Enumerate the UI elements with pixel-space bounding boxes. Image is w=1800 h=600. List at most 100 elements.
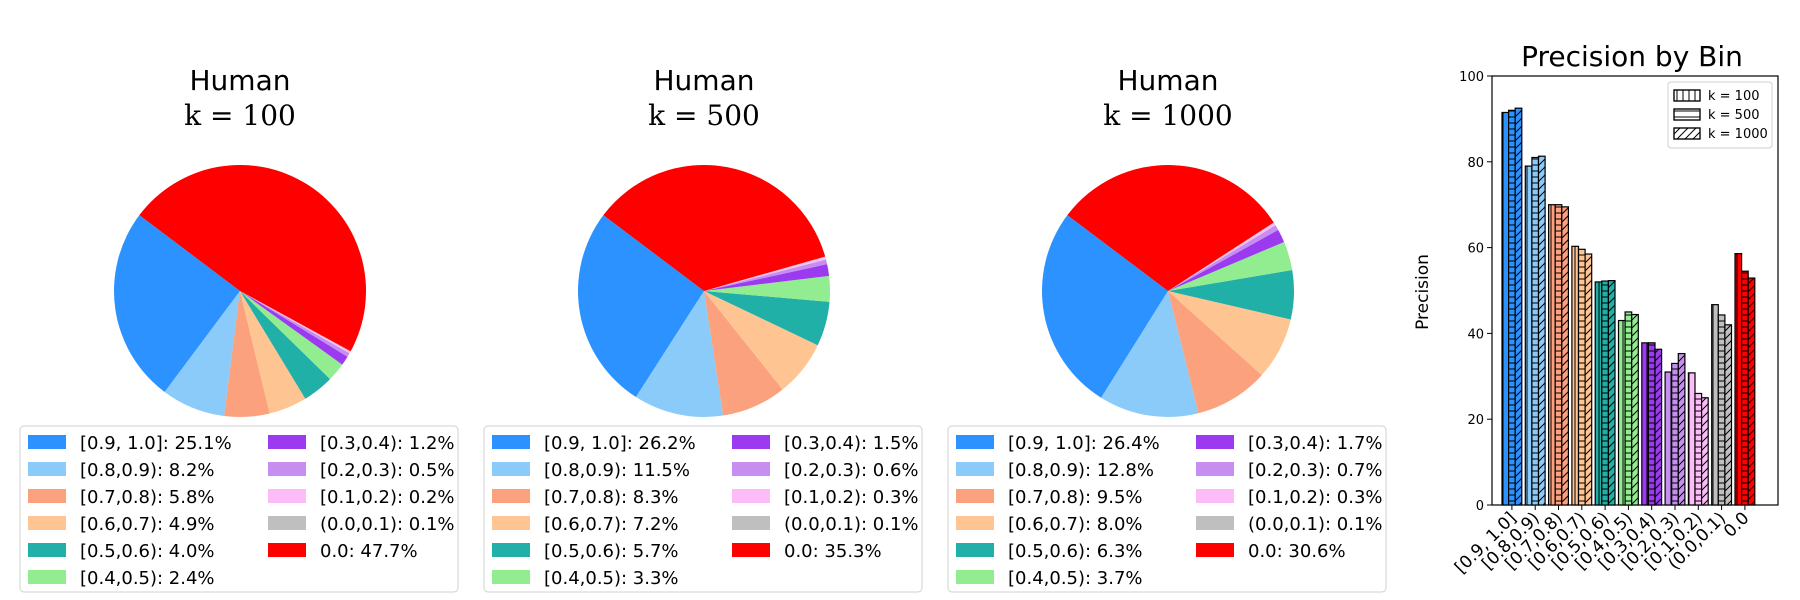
bar-1-series-1-hatch	[1531, 156, 1540, 506]
bar-ytick-label-0: 0	[1476, 499, 1484, 514]
bar-ytick-label-4: 80	[1467, 156, 1484, 171]
pie1-legend-label-3: [0.6,0.7): 4.9%	[80, 514, 215, 535]
bar-5-series-2-hatch	[1631, 313, 1639, 506]
pie1-legend-label-9: (0.0,0.1): 0.1%	[320, 514, 455, 535]
pie2-slice-8	[704, 257, 826, 291]
pie3-legend-label-3: [0.6,0.7): 8.0%	[1008, 514, 1143, 535]
pie1-slice-10	[139, 164, 367, 352]
bar-ytick-label-5: 100	[1459, 70, 1484, 85]
pie2-legend-swatch-7	[732, 462, 770, 476]
pie2-legend-swatch-8	[732, 489, 770, 503]
pie1-legend-label-6: [0.3,0.4): 1.2%	[320, 433, 455, 454]
bar-4-series-2-hatch	[1607, 280, 1616, 506]
pie3-legend-label-8: [0.1,0.2): 0.3%	[1248, 487, 1383, 508]
bar-ytick-label-3: 60	[1467, 242, 1484, 257]
pie1-slice-6	[240, 291, 348, 365]
bar-2-series-0-hatch	[1547, 204, 1556, 506]
pie2-slice-7	[704, 259, 828, 291]
pie3-slice-7	[1168, 225, 1279, 291]
pie1-slice-2	[224, 291, 270, 418]
bar-1-series-0-hatch	[1524, 165, 1533, 506]
bar-legend-swatch-hatch-2	[1673, 127, 1701, 140]
bar-8-series-2-hatch	[1700, 397, 1709, 506]
pie-charts	[114, 164, 1295, 418]
bar-ytick-label-2: 40	[1467, 327, 1484, 342]
bar-legend-swatch-hatch-0	[1673, 89, 1701, 102]
pie2-slice-10	[603, 164, 826, 291]
pie2-title: Human	[654, 64, 755, 97]
pie1-legend-swatch-2	[28, 489, 66, 503]
pie1-legend-swatch-7	[268, 462, 306, 476]
pie2-slice-1	[635, 291, 724, 417]
pie3-legend-label-7: [0.2,0.3): 0.7%	[1248, 460, 1383, 481]
bar-3-series-0-hatch	[1571, 245, 1580, 506]
pie1-legend-swatch-9	[268, 516, 306, 530]
bar-legend-label-2: k = 1000	[1708, 127, 1768, 142]
pie3-slice-1	[1101, 291, 1199, 418]
pie1-legend-swatch-8	[268, 489, 306, 503]
bar-0-series-1-hatch	[1507, 109, 1516, 506]
pie1-slice-1	[164, 291, 240, 416]
pie1-legend-label-1: [0.8,0.9): 8.2%	[80, 460, 215, 481]
pie3-legend-label-6: [0.3,0.4): 1.7%	[1248, 433, 1383, 454]
bar-0-series-0-hatch	[1501, 111, 1510, 506]
pie2-legend-swatch-4	[492, 543, 530, 557]
bar-5-series-1-hatch	[1624, 311, 1633, 506]
pie2-slice-6	[704, 264, 830, 291]
pie3-legend-swatch-5	[956, 570, 994, 584]
pie1-legend-swatch-4	[28, 543, 66, 557]
pie3-legend-label-1: [0.8,0.9): 12.8%	[1008, 460, 1154, 481]
pie1-legend-label-4: [0.5,0.6): 4.0%	[80, 541, 215, 562]
bar-legend-label-1: k = 500	[1708, 108, 1760, 123]
bar-6-series-2-hatch	[1654, 348, 1663, 506]
bar-0-series-2-hatch	[1514, 107, 1523, 506]
bar-legend-swatch-hatch-1	[1673, 108, 1701, 121]
pie2-legend-label-2: [0.7,0.8): 8.3%	[544, 487, 679, 508]
pie2-slice-3	[704, 291, 818, 390]
pie3-legend-swatch-1	[956, 462, 994, 476]
pie-legends: [0.9, 1.0]: 25.1% [0.8,0.9): 8.2% [0.7,0.8…	[19, 425, 1387, 593]
bar-3-series-1-hatch	[1577, 248, 1586, 506]
bar-4-series-0-hatch	[1594, 281, 1603, 506]
pie2-legend-label-1: [0.8,0.9): 11.5%	[544, 460, 690, 481]
pie2-legend-swatch-0	[492, 435, 530, 449]
bar-xtick-label-10: 0.0	[1720, 508, 1753, 541]
bar-1-series-2-hatch	[1537, 155, 1546, 506]
pie2-legend-label-9: (0.0,0.1): 0.1%	[784, 514, 919, 535]
pie2-legend-swatch-1	[492, 462, 530, 476]
pie1-slice-4	[240, 291, 331, 399]
pie3-slice-5	[1168, 242, 1293, 291]
pie3-slice-6	[1168, 229, 1285, 291]
pie3-legend-swatch-8	[1196, 489, 1234, 503]
pie3-legend-label-5: [0.4,0.5): 3.7%	[1008, 568, 1143, 589]
pie3-legend-frame	[947, 425, 1387, 593]
bar-8-series-0-hatch	[1687, 372, 1696, 506]
pie2-slice-5	[704, 275, 830, 302]
pie3-legend-swatch-6	[1196, 435, 1234, 449]
pie2-legend-label-10: 0.0: 35.3%	[784, 541, 882, 562]
pie1-slice-7	[240, 291, 350, 357]
pie1-legend-swatch-6	[268, 435, 306, 449]
pie3-legend-label-10: 0.0: 30.6%	[1248, 541, 1346, 562]
pie1-slice-5	[240, 291, 343, 380]
pie3-slice-0	[1041, 215, 1168, 398]
bar-7-series-1-hatch	[1671, 362, 1679, 506]
bar-legend-label-0: k = 100	[1708, 89, 1760, 104]
bar-2-series-2-hatch	[1561, 206, 1570, 506]
pie2-legend-frame	[483, 425, 923, 593]
pie3-legend-swatch-7	[1196, 462, 1234, 476]
pie3-legend-swatch-9	[1196, 516, 1234, 530]
pie2-legend-swatch-9	[732, 516, 770, 530]
pie3-subtitle: k = 1000	[1103, 99, 1233, 132]
pie3-slice-4	[1168, 270, 1295, 320]
pie2-slice-0	[578, 215, 704, 398]
pie1-legend-label-7: [0.2,0.3): 0.5%	[320, 460, 455, 481]
bar-5-series-0-hatch	[1617, 319, 1626, 506]
bar-9-series-0-hatch	[1711, 304, 1719, 506]
bar-10-series-2-hatch	[1747, 277, 1756, 506]
bar-3-series-2-hatch	[1584, 253, 1593, 506]
bar-9-series-1-hatch	[1717, 314, 1726, 506]
bar-6-series-0-hatch	[1641, 342, 1650, 506]
pie2-legend-swatch-3	[492, 516, 530, 530]
